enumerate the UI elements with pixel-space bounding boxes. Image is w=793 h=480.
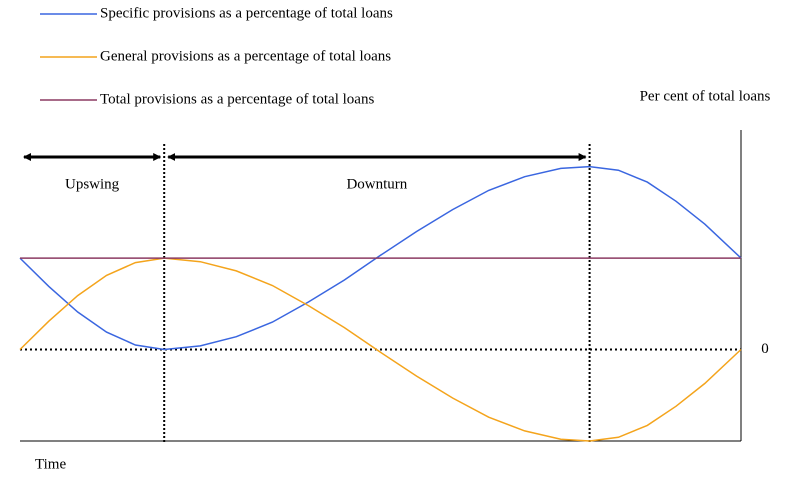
legend-label: Specific provisions as a percentage of t… bbox=[100, 5, 393, 21]
x-axis-label: Time bbox=[35, 456, 66, 472]
y-axis-label: Per cent of total loans bbox=[640, 88, 771, 104]
phase-label: Upswing bbox=[65, 176, 120, 192]
legend-label: Total provisions as a percentage of tota… bbox=[100, 91, 374, 107]
series-line bbox=[19, 165, 742, 351]
legend-label: General provisions as a percentage of to… bbox=[100, 48, 391, 64]
y-tick-label: 0 bbox=[761, 341, 769, 357]
phase-label: Downturn bbox=[346, 176, 407, 192]
series-line bbox=[19, 257, 742, 442]
